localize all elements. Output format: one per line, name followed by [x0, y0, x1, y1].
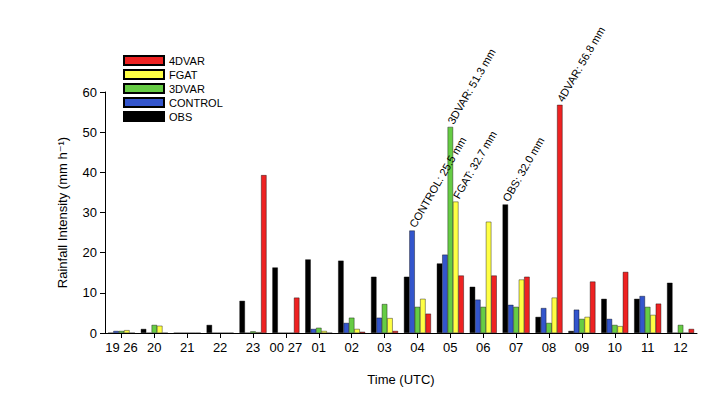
svg-text:4DVAR: 4DVAR	[169, 55, 205, 67]
svg-text:Rainfall Intensity (mm h⁻¹): Rainfall Intensity (mm h⁻¹)	[55, 137, 70, 288]
svg-text:22: 22	[213, 340, 227, 355]
svg-text:04: 04	[410, 340, 424, 355]
svg-text:CONTROL: CONTROL	[169, 97, 223, 109]
svg-text:OBS: 32.0 mm: OBS: 32.0 mm	[500, 135, 546, 203]
svg-text:10: 10	[83, 285, 97, 300]
svg-text:FGAT: 32.7 mm: FGAT: 32.7 mm	[451, 129, 499, 201]
svg-text:30: 30	[83, 205, 97, 220]
svg-text:20: 20	[147, 340, 161, 355]
svg-text:03: 03	[377, 340, 391, 355]
svg-text:40: 40	[83, 165, 97, 180]
svg-text:60: 60	[83, 85, 97, 100]
svg-text:02: 02	[344, 340, 358, 355]
svg-text:00 27: 00 27	[270, 340, 303, 355]
svg-text:4DVAR: 56.8 mm: 4DVAR: 56.8 mm	[555, 25, 608, 104]
svg-text:0: 0	[90, 326, 97, 341]
svg-text:11: 11	[641, 340, 655, 355]
svg-text:20: 20	[83, 245, 97, 260]
svg-text:19 26: 19 26	[105, 340, 138, 355]
svg-text:FGAT: FGAT	[169, 69, 198, 81]
svg-text:3DVAR: 3DVAR	[169, 83, 205, 95]
svg-text:05: 05	[443, 340, 457, 355]
svg-text:CONTROL: 25.5 mm: CONTROL: 25.5 mm	[406, 134, 469, 230]
svg-text:12: 12	[673, 340, 687, 355]
svg-text:10: 10	[608, 340, 622, 355]
svg-text:08: 08	[542, 340, 556, 355]
svg-text:09: 09	[575, 340, 589, 355]
svg-text:07: 07	[509, 340, 523, 355]
svg-text:01: 01	[312, 340, 326, 355]
svg-text:50: 50	[83, 125, 97, 140]
svg-text:OBS: OBS	[169, 111, 192, 123]
svg-text:21: 21	[180, 340, 194, 355]
svg-text:06: 06	[476, 340, 490, 355]
svg-text:3DVAR: 51.3 mm: 3DVAR: 51.3 mm	[445, 47, 498, 126]
svg-text:Time (UTC): Time (UTC)	[367, 372, 434, 387]
svg-text:23: 23	[246, 340, 260, 355]
